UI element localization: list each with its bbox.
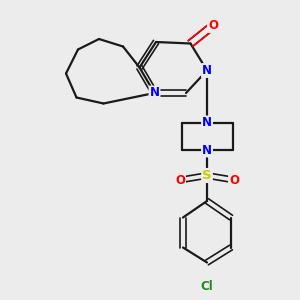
Text: N: N — [202, 116, 212, 130]
Text: O: O — [229, 173, 239, 187]
Text: O: O — [208, 19, 218, 32]
Text: Cl: Cl — [201, 280, 213, 293]
Text: N: N — [202, 143, 212, 157]
Text: N: N — [149, 86, 160, 100]
Text: N: N — [202, 64, 212, 77]
Text: S: S — [202, 169, 212, 182]
Text: O: O — [175, 173, 185, 187]
